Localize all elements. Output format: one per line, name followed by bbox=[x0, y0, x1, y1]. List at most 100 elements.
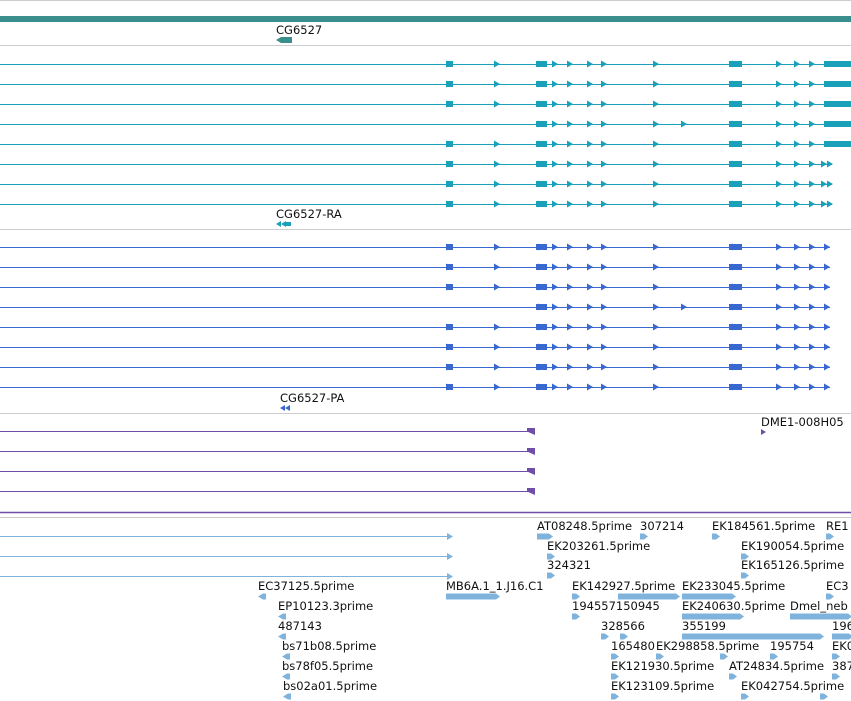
purple-row[interactable] bbox=[0, 488, 535, 495]
est-feature[interactable] bbox=[278, 633, 286, 640]
est-label[interactable]: 194557150945 bbox=[572, 599, 660, 613]
protein-track[interactable]: CG6527-PA bbox=[0, 243, 830, 412]
protein-row[interactable] bbox=[0, 383, 830, 391]
est-label[interactable]: 324321 bbox=[547, 558, 591, 572]
est-feature[interactable] bbox=[611, 693, 619, 700]
est-feature[interactable] bbox=[741, 693, 749, 700]
est-feature[interactable] bbox=[282, 653, 290, 660]
mrna-row[interactable] bbox=[0, 180, 833, 188]
est-label[interactable]: RE1 bbox=[826, 519, 849, 533]
est-label[interactable]: EP10123.3prime bbox=[278, 599, 373, 613]
est-arrow bbox=[282, 653, 290, 660]
mrna-row[interactable] bbox=[0, 200, 833, 208]
est-feature[interactable] bbox=[547, 572, 555, 579]
est-feature[interactable] bbox=[770, 653, 778, 660]
est-feature[interactable] bbox=[611, 653, 619, 660]
est-label[interactable]: 195754 bbox=[770, 639, 814, 653]
est-feature[interactable] bbox=[832, 653, 840, 660]
est-feature[interactable] bbox=[283, 693, 291, 700]
est-feature[interactable] bbox=[640, 533, 648, 540]
mrna-row[interactable] bbox=[0, 100, 851, 108]
est-feature[interactable] bbox=[572, 613, 580, 620]
protein-row[interactable] bbox=[0, 343, 830, 351]
est-label[interactable]: 487143 bbox=[278, 619, 322, 633]
est-label[interactable]: EK123109.5prime bbox=[611, 679, 714, 693]
protein-row[interactable] bbox=[0, 323, 830, 331]
est-feature[interactable] bbox=[547, 553, 555, 560]
est-feature[interactable] bbox=[832, 673, 840, 680]
est-label[interactable]: 196 bbox=[832, 619, 851, 633]
est-label[interactable]: EK165126.5prime bbox=[741, 558, 844, 572]
est-label[interactable]: EK233045.5prime bbox=[682, 579, 785, 593]
est-feature[interactable] bbox=[741, 572, 749, 579]
est-label[interactable]: EK042754.5prime bbox=[741, 679, 844, 693]
est-feature[interactable] bbox=[656, 653, 664, 660]
mrna-row[interactable] bbox=[0, 60, 851, 68]
est-feature[interactable] bbox=[741, 553, 749, 560]
est-label[interactable]: EK203261.5prime bbox=[547, 539, 650, 553]
est-label[interactable]: EC37125.5prime bbox=[258, 579, 354, 593]
est-feature[interactable] bbox=[258, 593, 266, 600]
est-label[interactable]: EK121930.5prime bbox=[611, 659, 714, 673]
est-track[interactable]: AT08248.5prime 307214 EK184561.5prime RE1 EK… bbox=[0, 519, 851, 700]
est-label[interactable]: bs71b08.5prime bbox=[282, 639, 376, 653]
est-feature[interactable] bbox=[537, 533, 553, 540]
exon-arrow bbox=[601, 180, 607, 188]
purple-track[interactable]: DME1-008H05 bbox=[0, 415, 851, 514]
mrna-row[interactable] bbox=[0, 140, 851, 148]
est-feature[interactable] bbox=[572, 593, 580, 600]
est-feature[interactable] bbox=[790, 613, 851, 620]
exon-arrow bbox=[794, 80, 800, 88]
purple-row[interactable] bbox=[0, 428, 535, 435]
purple-row[interactable] bbox=[0, 448, 535, 455]
est-label[interactable]: AT08248.5prime bbox=[537, 519, 632, 533]
est-feature[interactable] bbox=[282, 673, 290, 680]
est-label[interactable]: 328566 bbox=[601, 619, 645, 633]
est-label[interactable]: MB6A.1_1.J16.C1 bbox=[446, 579, 544, 593]
est-feature[interactable] bbox=[682, 633, 824, 640]
est-feature[interactable] bbox=[729, 673, 737, 680]
est-label[interactable]: 355199 bbox=[682, 619, 726, 633]
est-feature[interactable] bbox=[618, 593, 680, 600]
protein-row[interactable] bbox=[0, 303, 830, 311]
est-feature[interactable] bbox=[712, 533, 720, 540]
gene-feature-bar[interactable] bbox=[0, 16, 851, 22]
mrna-row[interactable] bbox=[0, 80, 851, 88]
est-feature[interactable] bbox=[278, 613, 286, 620]
purple-row[interactable] bbox=[0, 468, 535, 475]
est-feature[interactable] bbox=[832, 633, 851, 640]
est-feature[interactable] bbox=[682, 613, 744, 620]
est-feature[interactable] bbox=[826, 533, 834, 540]
protein-row[interactable] bbox=[0, 283, 830, 291]
est-feature[interactable] bbox=[682, 593, 736, 600]
est-label[interactable]: Dmel_neb bbox=[790, 599, 848, 613]
mrna-row[interactable] bbox=[0, 160, 833, 168]
est-label[interactable]: 165480 bbox=[611, 639, 655, 653]
protein-row[interactable] bbox=[0, 363, 830, 371]
protein-row[interactable] bbox=[0, 243, 830, 251]
protein-row[interactable] bbox=[0, 263, 830, 271]
mrna-track[interactable]: CG6527-RA bbox=[0, 60, 851, 228]
mrna-row[interactable] bbox=[0, 120, 851, 128]
est-feature[interactable] bbox=[601, 633, 609, 640]
est-label[interactable]: EK142927.5prime bbox=[572, 579, 675, 593]
est-label[interactable]: bs78f05.5prime bbox=[282, 659, 373, 673]
est-label[interactable]: EK0 bbox=[832, 639, 851, 653]
gene-track[interactable]: CG6527 bbox=[0, 16, 851, 43]
est-label[interactable]: AT24834.5prime bbox=[729, 659, 824, 673]
exon-arrow bbox=[809, 160, 815, 168]
est-label[interactable]: EC3 bbox=[826, 579, 849, 593]
est-label[interactable]: 307214 bbox=[640, 519, 684, 533]
est-feature[interactable] bbox=[446, 593, 500, 600]
est-feature[interactable] bbox=[620, 633, 628, 640]
est-label[interactable]: bs02a01.5prime bbox=[283, 679, 377, 693]
est-feature[interactable] bbox=[720, 653, 728, 660]
est-label[interactable]: EK298858.5prime bbox=[656, 639, 759, 653]
est-feature[interactable] bbox=[611, 673, 619, 680]
est-label[interactable]: EK190054.5prime bbox=[741, 539, 844, 553]
est-feature[interactable] bbox=[820, 693, 828, 700]
est-label[interactable]: EK184561.5prime bbox=[712, 519, 815, 533]
est-label[interactable]: EK240630.5prime bbox=[682, 599, 785, 613]
est-label[interactable]: 387 bbox=[832, 659, 851, 673]
est-feature[interactable] bbox=[826, 593, 834, 600]
